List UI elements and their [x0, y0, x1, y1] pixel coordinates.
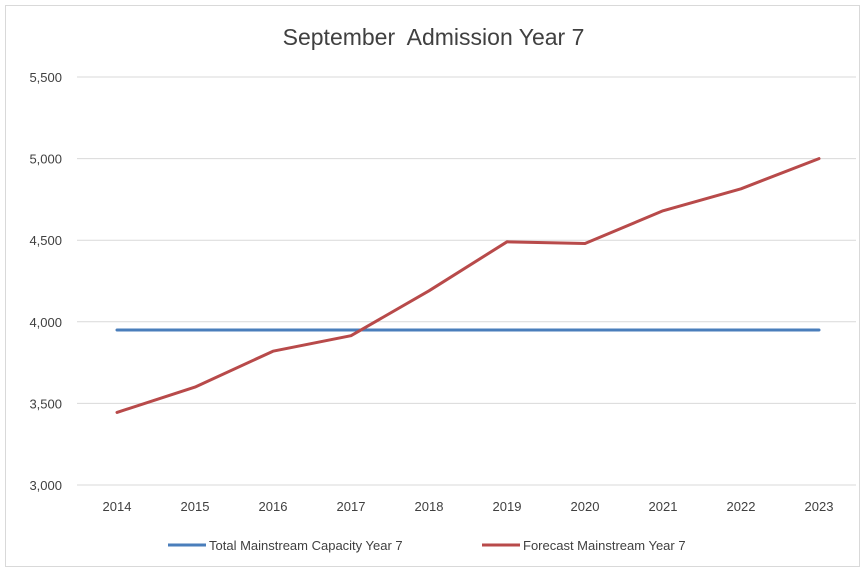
legend-label: Forecast Mainstream Year 7 [523, 538, 686, 553]
x-tick-label: 2021 [649, 499, 678, 514]
y-tick-label: 3,000 [29, 478, 62, 493]
x-tick-label: 2018 [415, 499, 444, 514]
y-tick-label: 4,000 [29, 315, 62, 330]
x-axis-ticks: 2014 2015 2016 2017 2018 2019 2020 2021 2022 2023 [103, 499, 834, 514]
series-line-2 [115, 157, 821, 414]
y-tick-label: 3,500 [29, 396, 62, 411]
y-tick-label: 4,500 [29, 233, 62, 248]
x-tick-label: 2020 [571, 499, 600, 514]
chart-frame [5, 5, 860, 567]
series-lines [115, 157, 821, 414]
x-tick-label: 2019 [493, 499, 522, 514]
x-tick-label: 2022 [727, 499, 756, 514]
chart-title: September Admission Year 7 [282, 24, 585, 50]
x-tick-label: 2014 [103, 499, 132, 514]
legend-label: Total Mainstream Capacity Year 7 [209, 538, 403, 553]
x-tick-label: 2016 [259, 499, 288, 514]
legend: Total Mainstream Capacity Year 7 Forecast… [168, 538, 686, 553]
y-axis-ticks: 3,000 3,500 4,000 4,500 5,000 5,500 [29, 70, 62, 493]
y-tick-label: 5,500 [29, 70, 62, 85]
x-tick-label: 2023 [805, 499, 834, 514]
x-tick-label: 2015 [181, 499, 210, 514]
y-tick-label: 5,000 [29, 152, 62, 167]
gridlines [77, 76, 856, 486]
x-tick-label: 2017 [337, 499, 366, 514]
